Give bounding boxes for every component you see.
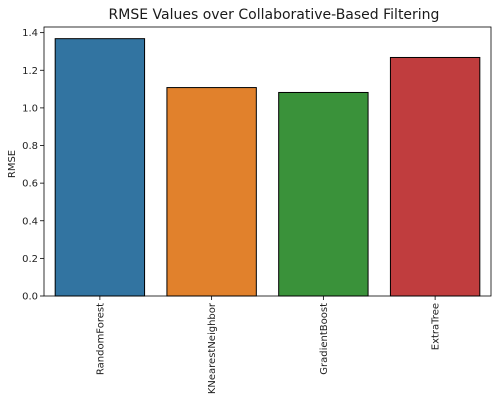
y-tick-label: 1.0 bbox=[22, 103, 38, 114]
x-tick-label: GradientBoost bbox=[319, 303, 330, 375]
y-axis: 0.0 0.2 0.4 0.6 0.8 1.0 1.2 1.4 bbox=[22, 28, 44, 303]
chart-title: RMSE Values over Collaborative-Based Fil… bbox=[109, 7, 440, 23]
y-tick-label: 0.2 bbox=[22, 254, 38, 265]
y-tick-label: 0.6 bbox=[22, 179, 38, 190]
bar-knearestneighbor bbox=[166, 87, 257, 297]
bars bbox=[54, 38, 481, 297]
bar-gradientboost bbox=[278, 91, 369, 297]
y-tick-label: 0.0 bbox=[22, 292, 38, 303]
y-tick-label: 0.4 bbox=[22, 216, 38, 227]
plot-frame bbox=[43, 26, 492, 297]
y-tick-label: 1.2 bbox=[22, 66, 38, 77]
x-tick-label: RandomForest bbox=[95, 303, 106, 375]
x-tick-label: ExtraTree bbox=[431, 303, 442, 350]
bar-extratree bbox=[389, 56, 481, 297]
bar-randomforest bbox=[54, 38, 146, 297]
y-tick-label: 1.4 bbox=[22, 28, 38, 39]
x-axis: RandomForest KNearestNeighbor GradientBoos… bbox=[95, 296, 442, 394]
y-tick-label: 0.8 bbox=[22, 141, 38, 152]
y-axis-label: RMSE bbox=[7, 150, 18, 178]
x-tick-label: KNearestNeighbor bbox=[207, 302, 218, 394]
